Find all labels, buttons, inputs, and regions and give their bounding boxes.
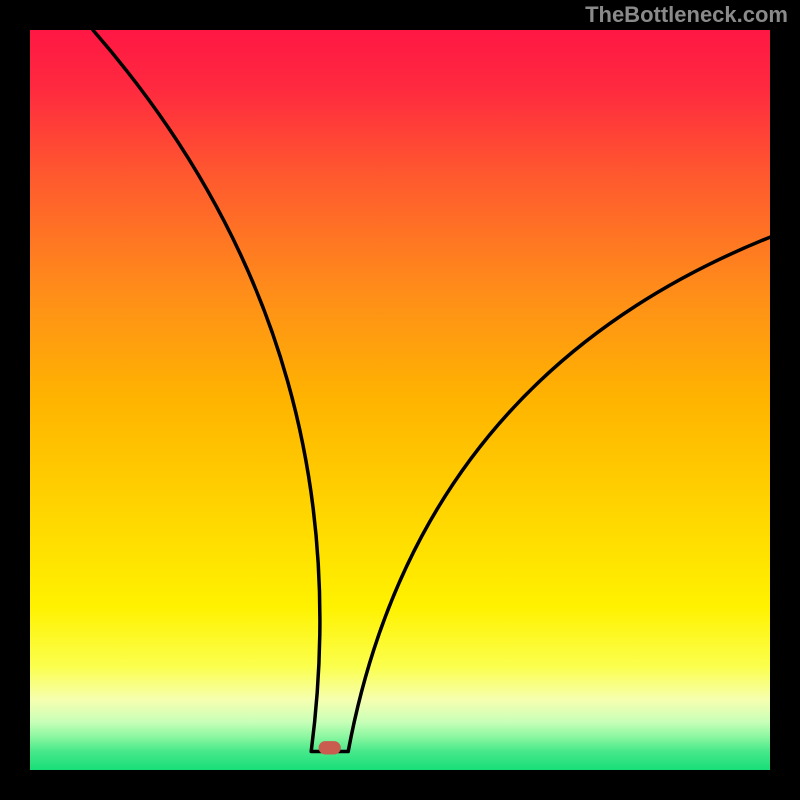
optimal-marker (319, 741, 341, 754)
bottleneck-curve (93, 30, 770, 752)
watermark-text: TheBottleneck.com (585, 2, 788, 28)
outer-frame (0, 0, 800, 800)
curve-layer (30, 30, 770, 770)
plot-area (30, 30, 770, 770)
